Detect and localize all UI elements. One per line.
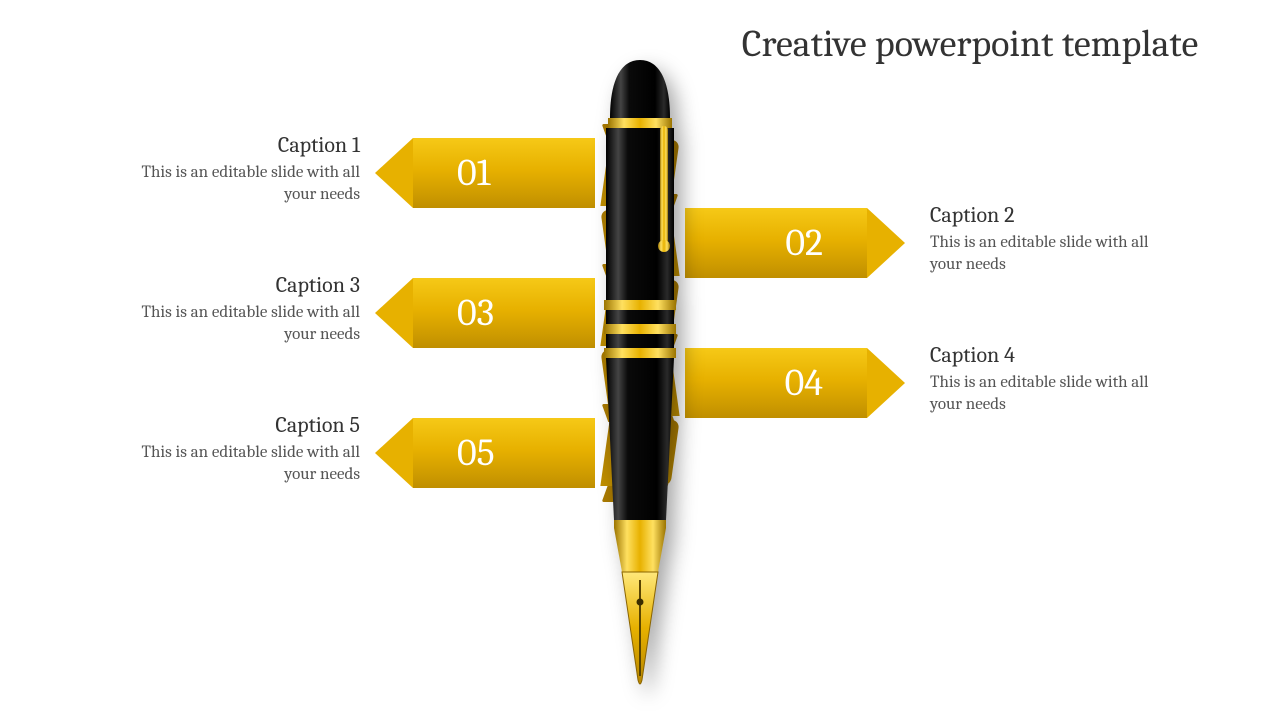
arrow-body	[413, 418, 595, 488]
caption-02: Caption 2 This is an editable slide with…	[930, 202, 1170, 276]
caption-desc: This is an editable slide with all your …	[120, 302, 360, 346]
diagram-stage: 01 Caption 1 This is an editable slide w…	[0, 0, 1280, 720]
arrow-head	[375, 278, 413, 348]
arrow-head	[375, 418, 413, 488]
caption-desc: This is an editable slide with all your …	[120, 162, 360, 206]
arrow-number: 04	[785, 361, 823, 405]
arrow-number: 02	[785, 221, 823, 265]
arrow-number: 03	[457, 291, 494, 335]
arrow-number: 05	[457, 431, 495, 475]
caption-title: Caption 3	[120, 272, 360, 298]
arrow-body	[413, 138, 595, 208]
arrow-head	[375, 138, 413, 208]
caption-04: Caption 4 This is an editable slide with…	[930, 342, 1170, 416]
fountain-pen-icon	[588, 60, 692, 690]
caption-05: Caption 5 This is an editable slide with…	[120, 412, 360, 486]
arrow-body	[685, 348, 867, 418]
arrow-body	[413, 278, 595, 348]
caption-01: Caption 1 This is an editable slide with…	[120, 132, 360, 206]
caption-desc: This is an editable slide with all your …	[930, 232, 1170, 276]
arrow-head	[867, 208, 905, 278]
caption-title: Caption 4	[930, 342, 1170, 368]
caption-03: Caption 3 This is an editable slide with…	[120, 272, 360, 346]
caption-title: Caption 5	[120, 412, 360, 438]
caption-desc: This is an editable slide with all your …	[120, 442, 360, 486]
caption-desc: This is an editable slide with all your …	[930, 372, 1170, 416]
arrow-body	[685, 208, 867, 278]
caption-title: Caption 1	[120, 132, 360, 158]
caption-title: Caption 2	[930, 202, 1170, 228]
arrow-number: 01	[457, 151, 490, 195]
arrow-head	[867, 348, 905, 418]
